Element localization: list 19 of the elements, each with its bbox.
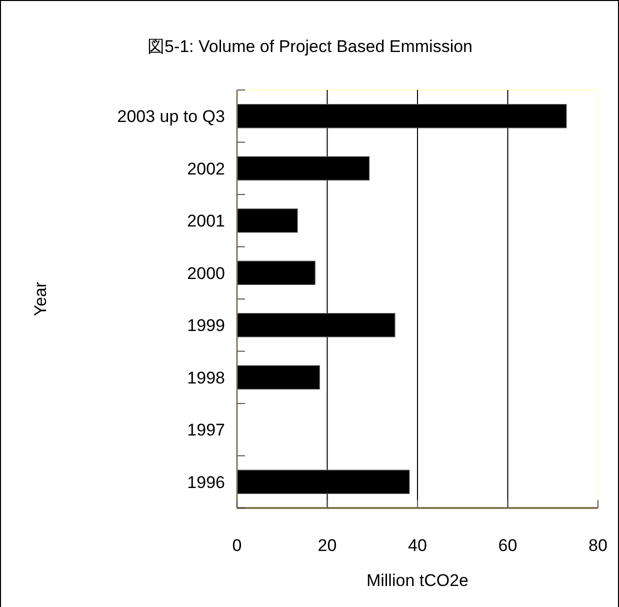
y-tick-label: 2000 <box>186 263 224 282</box>
y-tick-label: 1996 <box>186 472 224 492</box>
bar <box>236 364 320 389</box>
x-tick-label: 80 <box>588 536 607 554</box>
x-tick-label: 40 <box>408 536 426 554</box>
y-tick-label: 1998 <box>186 368 224 387</box>
y-axis-title: Year <box>30 280 50 316</box>
y-tick-label: 1999 <box>186 316 224 335</box>
y-tick-label: 1997 <box>186 420 224 440</box>
y-tick-label: 2001 <box>186 211 224 230</box>
x-tick-label: 60 <box>498 536 517 554</box>
chart-title: 図5-1: Volume of Project Based Emmission <box>146 36 472 56</box>
x-tick-label: 0 <box>232 536 242 554</box>
x-axis-title: Million tCO2e <box>366 570 468 590</box>
x-tick-label: 20 <box>317 536 336 554</box>
bar <box>236 260 315 284</box>
y-tick-label: 2002 <box>186 158 224 178</box>
bar <box>236 208 298 232</box>
y-tick-label: 2003 up to Q3 <box>116 106 224 126</box>
